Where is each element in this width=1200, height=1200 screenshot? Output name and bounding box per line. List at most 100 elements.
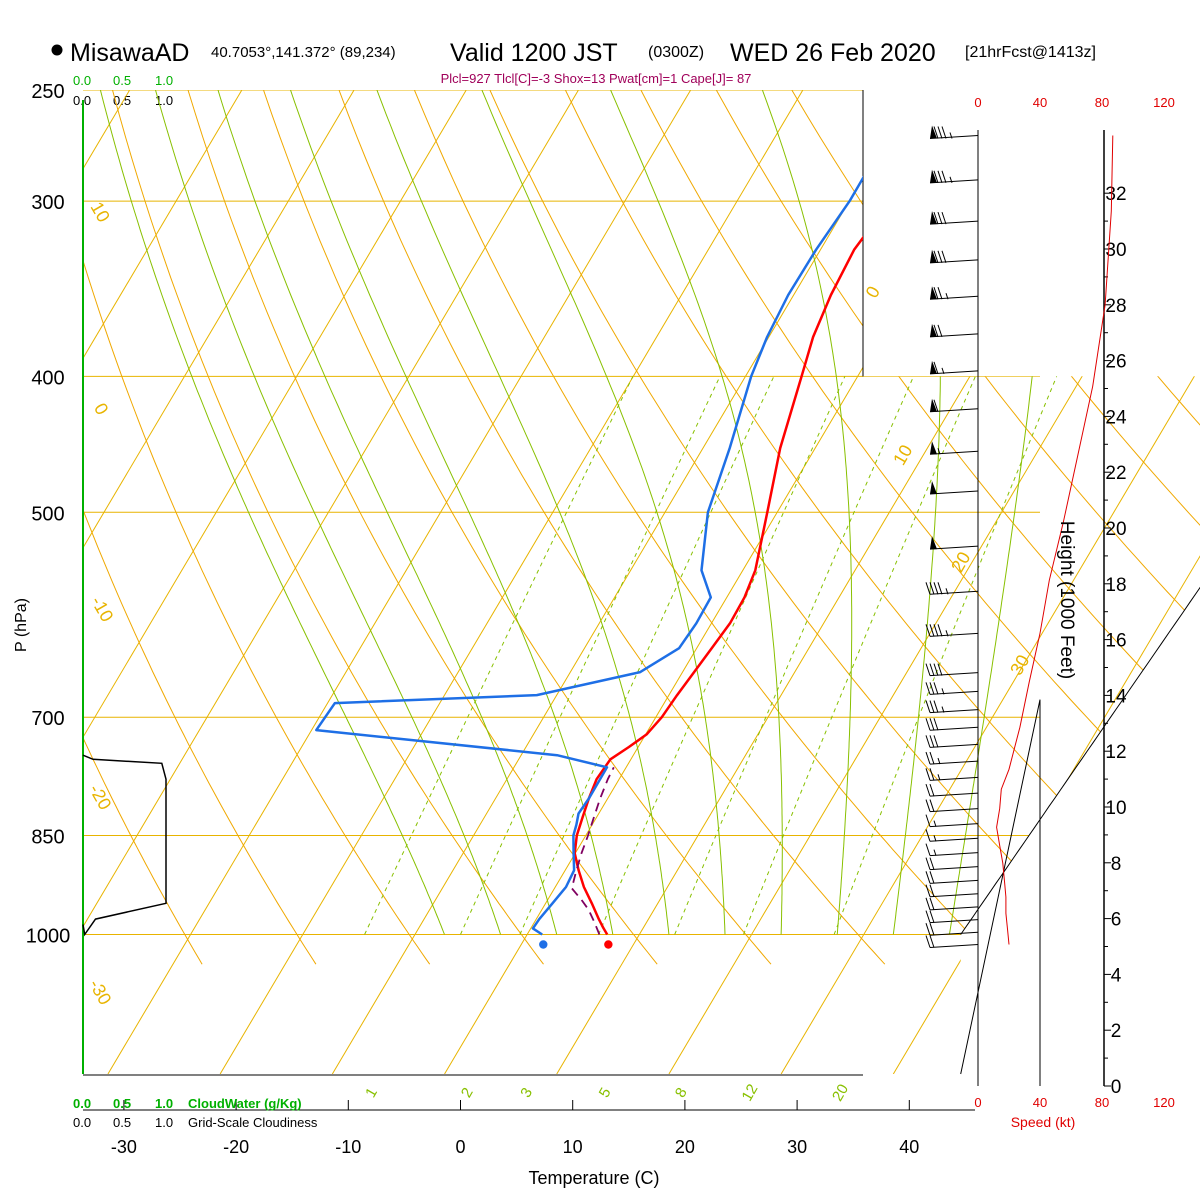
top-cloudwater-2: 1.0 [155, 73, 173, 88]
isotherm--20 [331, 90, 916, 1074]
wind-barb-full [933, 170, 939, 183]
wind-barb-full [937, 324, 943, 338]
wind-barb-full [929, 783, 935, 797]
height-tick-label: 14 [1105, 686, 1127, 707]
isotherm-0 [556, 90, 1140, 1074]
wind-barb-full [929, 718, 935, 731]
wind-barb-full [929, 751, 935, 765]
wind-barb [929, 211, 979, 225]
wind-barb-pennant [930, 323, 937, 337]
bottom-cloudwater-label: CloudWater (g/Kg) [188, 1096, 302, 1111]
surface_temperature-marker [604, 940, 613, 949]
wind-barb-full [925, 768, 931, 781]
wind-barb [925, 843, 979, 857]
wind-barb-full [933, 718, 939, 731]
wind-barb-shaft [929, 852, 979, 857]
isotherm-label: 10 [889, 441, 916, 468]
mixing-ratio-label: 8 [672, 1085, 691, 1101]
wind-barb [925, 871, 979, 884]
wind-barb-full [933, 361, 939, 375]
x-axis-title: Temperature (C) [528, 1168, 659, 1188]
wind-barb-full [933, 624, 939, 637]
wind-barb-full [925, 910, 931, 923]
wind-barb-full [929, 897, 935, 910]
wind-barb-full [929, 857, 935, 870]
isotherm-label: -20 [85, 781, 115, 814]
top-speed-1: 40 [1033, 95, 1047, 110]
wind-barb [925, 884, 979, 898]
wind-barb-half [949, 176, 953, 183]
cloudiness-line [82, 754, 167, 937]
mixing-ratio-line-2 [460, 376, 721, 935]
wind-barb [925, 935, 979, 949]
wind-barb-half [941, 367, 945, 375]
wind-barb-full [925, 735, 931, 748]
wind-barb-full [937, 170, 943, 183]
dry-adiabat-400 [1075, 90, 1200, 965]
wind-barb-full [925, 682, 931, 695]
wind-barb [925, 799, 979, 813]
wind-barb [929, 360, 979, 375]
sounding-traces [315, 124, 973, 936]
isotherm-label: 20 [947, 548, 974, 575]
isotherm--30 [219, 90, 804, 1074]
wind-barb [925, 783, 979, 797]
moist-adiabat-10 [376, 90, 670, 935]
wind-barb-pennant [930, 441, 937, 455]
isotherm--60 [83, 90, 467, 1074]
wind-barb-half [933, 835, 937, 842]
mixing-ratio-label: 1 [362, 1085, 381, 1101]
dry-adiabat-340 [627, 90, 1200, 965]
height-tick-label: 28 [1105, 296, 1126, 317]
wind-barb [929, 169, 979, 184]
pressure-tick-label: 500 [31, 503, 64, 525]
moist-adiabat-20 [610, 90, 783, 935]
wind-barb-full [929, 663, 935, 676]
isotherm--10 [444, 90, 1028, 1074]
mixing-ratio-line-12 [743, 376, 976, 935]
wind-barb [925, 751, 979, 765]
wind-barb-pennant [930, 286, 937, 300]
dry-adiabat-410 [1150, 90, 1200, 965]
wind-barb-full [929, 700, 935, 713]
wind-barb-shaft [929, 931, 979, 936]
surface-markers [539, 940, 613, 949]
wind-barb-shaft [929, 837, 979, 842]
height-tick-label: 26 [1105, 352, 1126, 373]
wind-barb-full [937, 624, 943, 637]
wind-barb-shaft [929, 545, 979, 550]
wind-barb-full [925, 871, 931, 884]
moist-adiabat-0 [217, 90, 558, 935]
moist-adiabat-5 [290, 90, 614, 935]
wind-barb-full [925, 884, 931, 897]
y-axis-title: P (hPa) [13, 598, 30, 652]
wind-barb-full [933, 211, 939, 225]
wind-barb-full [925, 814, 931, 827]
top-cloudiness-1: 0.5 [113, 93, 131, 108]
plot-cutaway-edge [960, 586, 1200, 935]
temperature-tick-label: 0 [455, 1137, 465, 1157]
wind-barb-full [925, 923, 931, 936]
wind-barb-full [933, 700, 939, 713]
wind-speed-line [996, 135, 1114, 945]
bottom-speed-3: 120 [1153, 1095, 1175, 1110]
dry-adiabat-260 [83, 90, 431, 965]
dry-adiabat-380 [926, 90, 1200, 965]
wind-barb-pennant [930, 169, 937, 183]
height-tick-label: 24 [1105, 407, 1127, 428]
temperature-tick-label: -30 [111, 1137, 137, 1157]
wind-barb-pennant [930, 360, 937, 374]
station-name: MisawaAD [70, 39, 189, 67]
isotherm--70 [83, 90, 355, 1074]
bottom-cloudwater-0: 0.0 [73, 1096, 91, 1111]
isotherm--40 [107, 90, 692, 1074]
wind-barb-full [925, 897, 931, 910]
wind-barb-full [941, 211, 947, 225]
isotherm--50 [83, 90, 579, 1074]
wind-barb [925, 923, 979, 936]
wind-barb-full [925, 857, 931, 870]
wind-barb-full [929, 799, 935, 812]
wind-barb-full [941, 170, 947, 183]
wind-barb [925, 857, 979, 871]
